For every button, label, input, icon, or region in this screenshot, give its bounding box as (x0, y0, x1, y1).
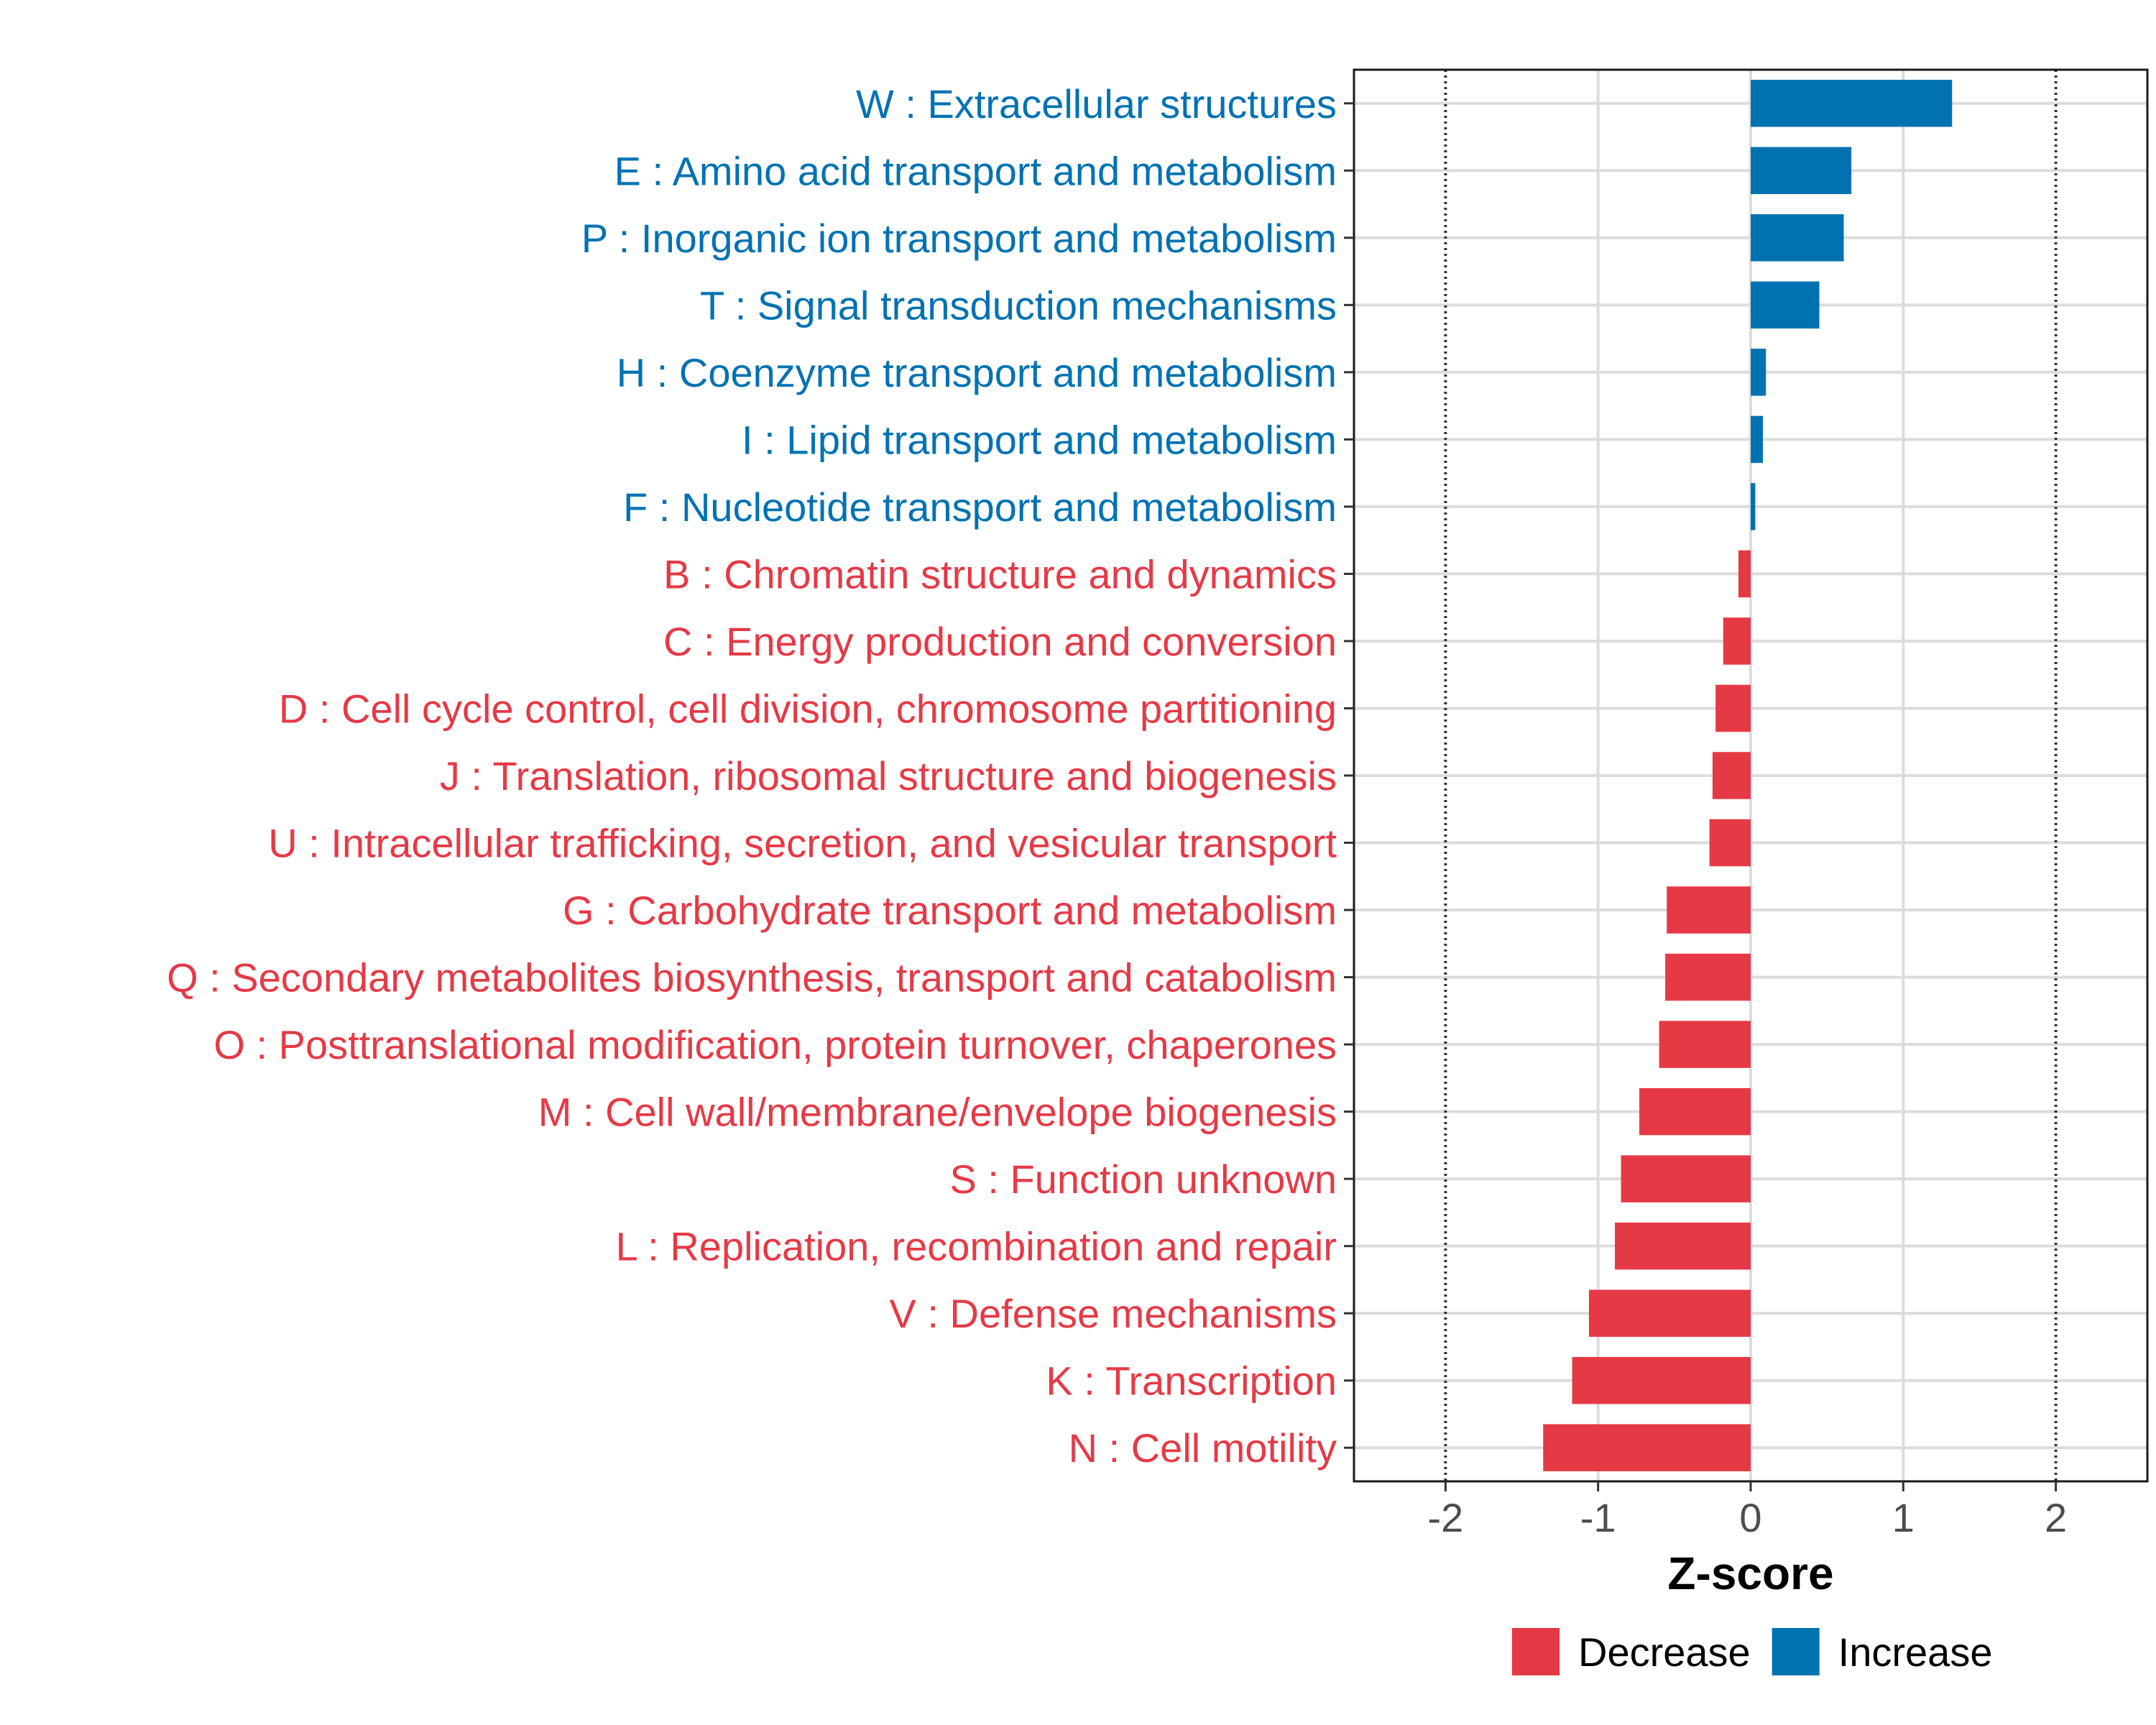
bar-decrease (1572, 1356, 1751, 1404)
y-axis-ticks (1344, 102, 1354, 1449)
bar-decrease (1639, 1087, 1751, 1136)
legend-label-decrease: Decrease (1578, 1629, 1751, 1675)
bar-decrease (1709, 819, 1751, 867)
category-label: P : Inorganic ion transport and metaboli… (581, 216, 1337, 261)
category-label: B : Chromatin structure and dynamics (663, 551, 1337, 597)
category-label: M : Cell wall/membrane/envelope biogenes… (538, 1090, 1337, 1135)
category-label: W : Extracellular structures (856, 81, 1337, 126)
category-label: C : Energy production and conversion (663, 619, 1337, 664)
category-label: O : Posttranslational modification, prot… (213, 1022, 1337, 1067)
legend: Decrease Increase (1512, 1628, 1992, 1675)
x-tick-label: -2 (1427, 1495, 1463, 1540)
legend-swatch-increase (1772, 1628, 1820, 1675)
bar-decrease (1667, 886, 1751, 934)
bar-increase (1751, 147, 1852, 195)
bar-decrease (1588, 1289, 1751, 1337)
bar-decrease (1615, 1222, 1751, 1270)
bar-decrease (1723, 617, 1751, 665)
bars (1543, 80, 1953, 1471)
x-tick-label: 1 (1892, 1495, 1915, 1540)
category-label: I : Lipid transport and metabolism (742, 417, 1337, 462)
bar-decrease (1712, 752, 1751, 799)
bar-decrease (1715, 684, 1751, 732)
bar-decrease (1543, 1424, 1751, 1471)
bar-increase (1751, 483, 1756, 530)
bar-increase (1751, 415, 1763, 464)
bar-increase (1751, 281, 1820, 329)
bar-decrease (1621, 1155, 1751, 1202)
category-labels: W : Extracellular structures E : Amino ac… (167, 81, 1337, 1471)
legend-swatch-decrease (1512, 1628, 1560, 1675)
category-label: N : Cell motility (1069, 1425, 1337, 1471)
legend-label-increase: Increase (1838, 1629, 1993, 1675)
category-label: K : Transcription (1046, 1358, 1337, 1404)
category-label: T : Signal transduction mechanisms (700, 282, 1337, 328)
category-label: Q : Secondary metabolites biosynthesis, … (167, 955, 1337, 1000)
bar-decrease (1738, 550, 1751, 598)
x-tick-label: 2 (2045, 1495, 2067, 1540)
category-label: D : Cell cycle control, cell division, c… (279, 686, 1337, 731)
bar-increase (1751, 80, 1953, 127)
category-label: J : Translation, ribosomal structure and… (440, 753, 1337, 799)
category-label: G : Carbohydrate transport and metabolis… (563, 888, 1337, 933)
category-label: H : Coenzyme transport and metabolism (617, 350, 1337, 395)
bar-increase (1751, 349, 1766, 396)
x-axis-ticks: -2 -1 0 1 2 (1427, 1481, 2067, 1540)
bar-decrease (1665, 953, 1751, 1001)
bar-decrease (1659, 1021, 1751, 1068)
category-label: F : Nucleotide transport and metabolism (623, 484, 1337, 530)
x-axis-title: Z-score (1667, 1547, 1833, 1599)
category-label: E : Amino acid transport and metabolism (614, 148, 1337, 193)
category-label: U : Intracellular trafficking, secretion… (268, 821, 1337, 866)
category-label: L : Replication, recombination and repai… (616, 1224, 1337, 1269)
bar-increase (1751, 214, 1844, 262)
x-tick-label: 0 (1739, 1495, 1761, 1540)
x-tick-label: -1 (1580, 1495, 1616, 1540)
category-label: V : Defense mechanisms (890, 1291, 1337, 1336)
category-label: S : Function unknown (949, 1156, 1337, 1202)
